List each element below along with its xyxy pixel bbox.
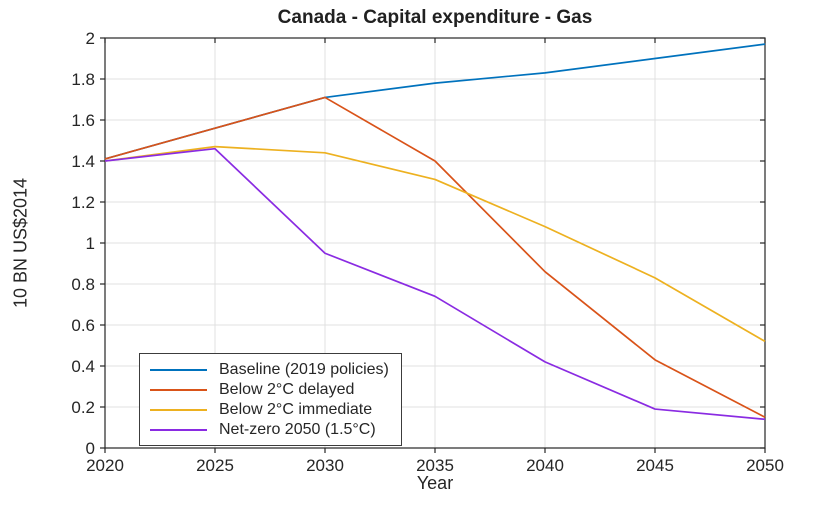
y-tick-label: 0 (86, 439, 95, 458)
y-axis-label: 10 BN US$2014 (10, 177, 31, 309)
y-tick-label: 1.4 (71, 152, 95, 171)
series-line-net-zero-2050-1-5-c (104, 147, 766, 421)
y-tick-label: 0.4 (71, 357, 95, 376)
legend-swatch-below-2c-immediate (150, 409, 207, 411)
y-tick-label: 0.2 (71, 398, 95, 417)
legend: Baseline (2019 policies) Below 2°C delay… (139, 353, 402, 446)
legend-swatch-below-2c-delayed (150, 389, 207, 391)
legend-item-net-zero-2050: Net-zero 2050 (1.5°C) (150, 420, 389, 440)
x-axis-label: Year (416, 473, 454, 493)
y-tick-label: 2 (86, 29, 95, 48)
x-tick-label: 2050 (746, 456, 784, 475)
x-tick-label: 2025 (196, 456, 234, 475)
series-line-below-2-c-delayed (104, 96, 766, 419)
legend-label: Baseline (2019 policies) (219, 361, 389, 378)
legend-label: Below 2°C delayed (219, 381, 355, 398)
series-line-below-2-c-immediate (104, 145, 766, 343)
x-tick-label: 2040 (526, 456, 564, 475)
legend-swatch-baseline (150, 369, 207, 371)
y-tick-label: 1.8 (71, 70, 95, 89)
y-tick-label: 1.6 (71, 111, 95, 130)
y-tick-label: 0.8 (71, 275, 95, 294)
x-tick-label: 2045 (636, 456, 674, 475)
x-tick-label: 2035 (416, 456, 454, 475)
x-tick-label: 2020 (86, 456, 124, 475)
legend-item-baseline: Baseline (2019 policies) (150, 360, 389, 380)
y-tick-label: 1.2 (71, 193, 95, 212)
legend-item-below-2c-immediate: Below 2°C immediate (150, 400, 389, 420)
legend-label: Below 2°C immediate (219, 401, 373, 418)
chart-title: Canada - Capital expenditure - Gas (277, 7, 593, 28)
x-tick-label: 2030 (306, 456, 344, 475)
legend-swatch-net-zero-2050 (150, 429, 207, 431)
legend-item-below-2c-delayed: Below 2°C delayed (150, 380, 389, 400)
y-tick-label: 1 (86, 234, 95, 253)
legend-label: Net-zero 2050 (1.5°C) (219, 421, 376, 438)
y-tick-label: 0.6 (71, 316, 95, 335)
